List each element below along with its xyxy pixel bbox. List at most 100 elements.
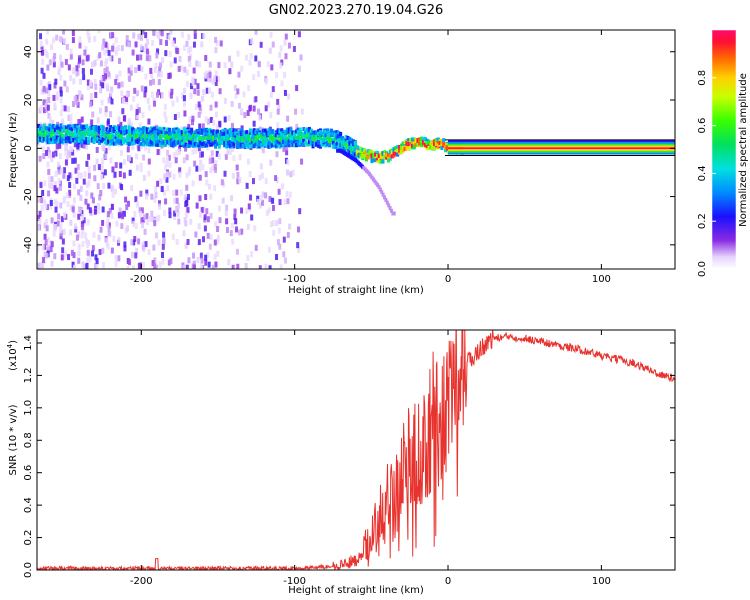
ridge-cell — [166, 127, 170, 132]
noise-cell — [82, 263, 86, 269]
ridge-cell — [348, 146, 352, 151]
ridge-cell — [195, 133, 199, 138]
ridge-cell — [171, 127, 175, 132]
noise-cell — [104, 60, 108, 67]
noise-cell — [234, 218, 238, 225]
noise-cell — [90, 119, 94, 126]
ridge-cell — [445, 142, 449, 147]
noise-cell — [43, 199, 47, 206]
ridge-cell — [296, 135, 300, 140]
ridge-cell — [134, 128, 138, 133]
ridge-cell — [317, 140, 321, 145]
ridge-cell — [403, 146, 407, 151]
ridge-cell — [311, 130, 315, 135]
noise-cell — [184, 212, 188, 219]
noise-cell — [40, 45, 44, 52]
ridge-cell — [55, 128, 59, 133]
ridge-cell — [197, 140, 201, 145]
noise-cell — [157, 214, 161, 221]
noise-cell — [58, 142, 62, 149]
noise-cell — [84, 143, 88, 150]
noise-cell — [143, 91, 147, 98]
noise-cell — [81, 228, 85, 235]
ridge-cell — [193, 133, 197, 138]
noise-cell — [175, 197, 179, 204]
ridge-cell — [298, 136, 302, 141]
noise-cell — [204, 259, 208, 266]
ridge-cell — [164, 140, 168, 145]
ridge-cell — [188, 130, 192, 135]
ridge-cell — [120, 126, 124, 131]
ridge-cell — [110, 128, 114, 133]
ridge-cell — [374, 152, 378, 157]
noise-cell — [93, 78, 97, 85]
ridge-cell — [142, 134, 146, 139]
ridge-cell — [147, 142, 151, 147]
noise-cell — [174, 206, 178, 213]
noise-cell — [108, 55, 112, 62]
y-tick-label: 20 — [23, 94, 34, 107]
ridge-cell — [133, 140, 137, 145]
noise-cell — [206, 144, 210, 151]
ridge-cell — [322, 133, 326, 138]
ridge-cell — [212, 131, 216, 136]
noise-cell — [76, 171, 80, 178]
noise-cell — [111, 191, 115, 198]
ridge-cell — [232, 133, 236, 138]
noise-cell — [108, 208, 112, 215]
noise-cell — [84, 238, 88, 245]
noise-cell — [54, 78, 58, 85]
ridge-cell — [339, 131, 343, 136]
ridge-cell — [68, 138, 72, 143]
ridge-cell — [307, 126, 311, 131]
ridge-cell — [265, 130, 269, 135]
ridge-cell — [105, 141, 109, 146]
ridge-cell — [204, 127, 208, 132]
noise-cell — [131, 251, 135, 258]
ridge-cell — [412, 141, 416, 146]
ridge-cell — [232, 141, 236, 146]
noise-cell — [184, 242, 188, 249]
noise-cell — [126, 146, 130, 153]
noise-cell — [291, 169, 295, 176]
noise-cell — [147, 158, 151, 165]
ridge-cell — [252, 134, 256, 139]
noise-cell — [39, 79, 43, 86]
noise-cell — [235, 226, 239, 233]
svg-text:(x104): (x104) — [6, 340, 19, 371]
ridge-cell — [201, 141, 205, 146]
ridge-cell — [175, 141, 179, 146]
ridge-cell — [306, 133, 310, 138]
ridge-cell — [372, 157, 376, 162]
ridge-cell — [289, 127, 293, 132]
ridge-cell — [390, 150, 394, 155]
noise-cell — [123, 241, 127, 248]
noise-cell — [252, 105, 256, 112]
ridge-cell — [166, 140, 170, 145]
ridge-cell — [352, 139, 356, 144]
ridge-cell — [190, 127, 194, 132]
ridge-cell — [114, 139, 118, 144]
ridge-cell — [263, 142, 267, 147]
noise-cell — [277, 104, 281, 111]
noise-cell — [199, 151, 203, 158]
noise-cell — [183, 194, 187, 201]
noise-cell — [247, 158, 251, 165]
ridge-cell — [234, 128, 238, 133]
ridge-cell — [335, 138, 339, 143]
noise-cell — [110, 212, 114, 219]
ridge-cell — [171, 133, 175, 138]
noise-cell — [103, 49, 107, 56]
ridge-cell — [239, 139, 243, 144]
ridge-cell — [241, 138, 245, 143]
ridge-cell — [186, 129, 190, 134]
ridge-cell — [442, 142, 446, 147]
ridge-cell — [61, 137, 65, 142]
noise-cell — [207, 87, 211, 94]
noise-cell — [159, 39, 163, 46]
ridge-cell — [156, 131, 160, 136]
noise-cell — [284, 53, 288, 60]
noise-cell — [87, 179, 91, 186]
noise-cell — [146, 38, 150, 45]
multiplier-close: ) — [8, 340, 19, 344]
